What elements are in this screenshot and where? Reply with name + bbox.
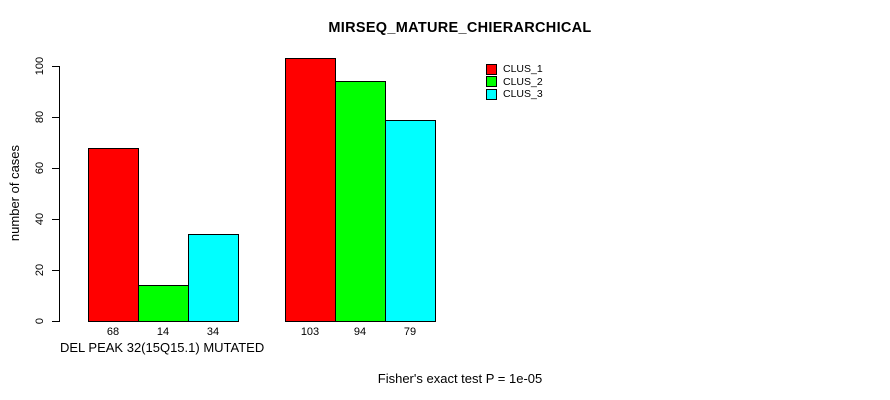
legend-label: CLUS_1 bbox=[503, 63, 543, 75]
legend-label: CLUS_2 bbox=[503, 75, 543, 88]
legend-item-clus_2: CLUS_2 bbox=[486, 76, 543, 88]
bar-value-label: 79 bbox=[403, 326, 417, 338]
bar-clus_3-group2 bbox=[385, 120, 436, 322]
chart-title: MIRSEQ_MATURE_CHIERARCHICAL bbox=[328, 20, 592, 36]
y-axis-tick-label: 20 bbox=[34, 263, 46, 277]
bar-value-label: 68 bbox=[106, 326, 120, 338]
y-axis-tick-label: 80 bbox=[34, 110, 46, 124]
x-axis-group-label: DEL PEAK 32(15Q15.1) MUTATED bbox=[60, 340, 265, 355]
legend-item-clus_3: CLUS_3 bbox=[486, 88, 543, 100]
legend-swatch bbox=[486, 76, 497, 87]
y-axis-tick-label: 100 bbox=[34, 56, 46, 76]
y-axis-tick bbox=[52, 270, 59, 271]
bar-clus_2-group1 bbox=[138, 285, 189, 322]
legend-swatch bbox=[486, 63, 497, 75]
legend-swatch bbox=[486, 88, 497, 100]
y-axis-tick bbox=[52, 219, 59, 220]
y-axis-tick-label: 0 bbox=[34, 317, 46, 325]
legend-label: CLUS_3 bbox=[503, 88, 543, 100]
legend-item-clus_1: CLUS_1 bbox=[486, 63, 543, 75]
y-axis-tick-label: 40 bbox=[34, 212, 46, 226]
bar-clus_3-group1 bbox=[188, 234, 239, 322]
legend: CLUS_1 CLUS_2 CLUS_3 bbox=[486, 63, 543, 101]
y-axis-tick-label: 60 bbox=[34, 161, 46, 175]
bar-value-label: 94 bbox=[353, 326, 367, 338]
y-axis-tick bbox=[52, 117, 59, 118]
y-axis-tick bbox=[52, 66, 59, 67]
bar-value-label: 34 bbox=[206, 326, 220, 338]
footnote-pvalue: Fisher's exact test P = 1e-05 bbox=[377, 371, 543, 386]
bar-clus_1-group2 bbox=[285, 58, 336, 322]
y-axis-tick bbox=[52, 168, 59, 169]
bar-clus_1-group1 bbox=[88, 148, 139, 322]
bar-value-label: 14 bbox=[156, 326, 170, 338]
y-axis-label: number of cases bbox=[7, 144, 22, 242]
y-axis-tick bbox=[52, 321, 59, 322]
bar-clus_2-group2 bbox=[335, 81, 386, 322]
y-axis-line bbox=[59, 66, 60, 322]
bar-value-label: 103 bbox=[300, 326, 320, 338]
